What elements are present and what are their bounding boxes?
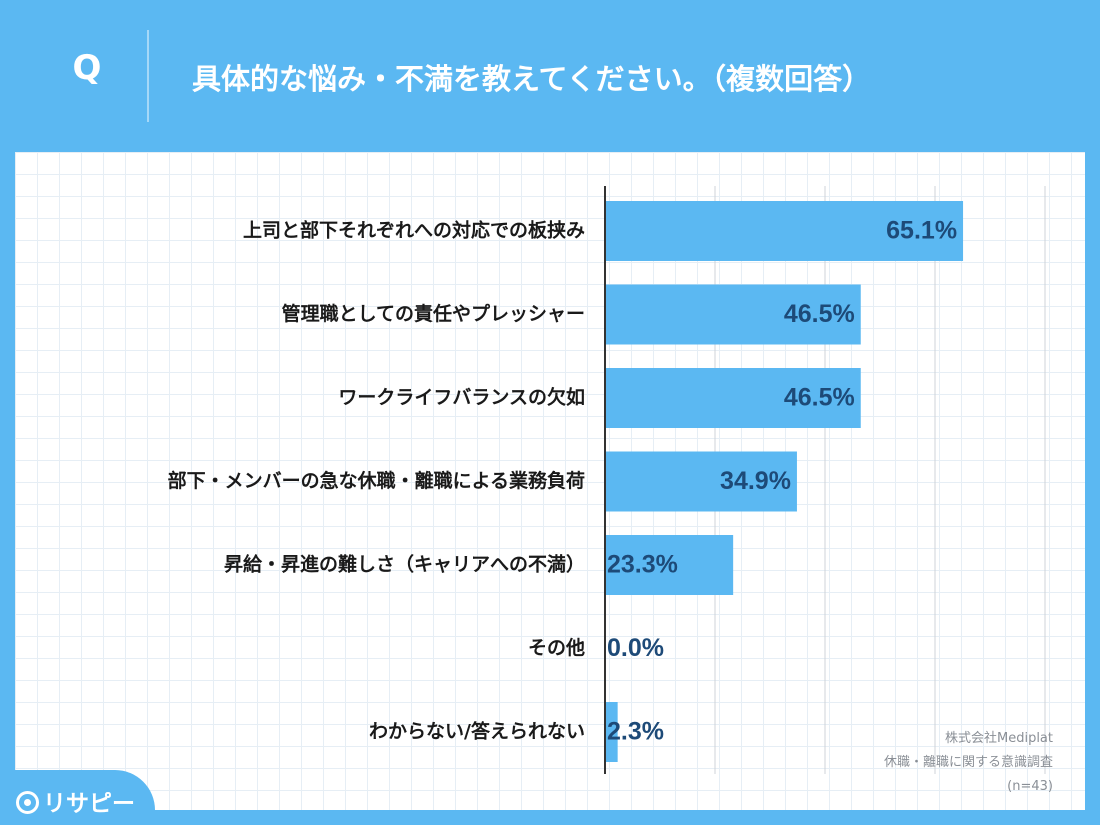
bar (605, 368, 861, 428)
source-sample: (n=43) (1007, 779, 1053, 794)
q-mark: Q (72, 48, 102, 88)
category-label: 部下・メンバーの急な休職・離職による業務負荷 (168, 469, 585, 492)
source-company: 株式会社Mediplat (944, 731, 1053, 746)
pin-icon (16, 791, 39, 814)
category-label: ワークライフバランスの欠如 (338, 386, 585, 409)
chart-panel: 上司と部下それぞれへの対応での板挟み 65.1% 管理職としての責任やプレッシャー 4… (15, 152, 1085, 810)
value-label: 34.9% (720, 467, 791, 495)
category-label: その他 (528, 636, 585, 659)
bar (605, 284, 861, 345)
source-note: 株式会社Mediplat 休職・離職に関する意識調査 (n=43) (884, 727, 1053, 799)
question-text: 具体的な悩み・不満を教えてください。（複数回答） (192, 62, 872, 96)
category-label: わからない/答えられない (369, 720, 585, 743)
header-divider (147, 30, 149, 122)
value-label: 46.5% (784, 384, 855, 412)
value-label: 65.1% (886, 217, 957, 245)
category-label: 上司と部下それぞれへの対応での板挟み (243, 219, 585, 242)
value-label: 23.3% (607, 551, 678, 579)
source-survey: 休職・離職に関する意識調査 (883, 755, 1053, 770)
category-label: 昇給・昇進の難しさ（キャリアへの不満） (224, 553, 585, 576)
bar (605, 201, 964, 261)
category-label: 管理職としての責任やプレッシャー (282, 302, 585, 325)
bar (605, 702, 618, 762)
value-label: 0.0% (607, 634, 664, 662)
bar (605, 451, 797, 512)
logo-text: リサピー (43, 791, 135, 817)
brand-logo: リサピー (16, 784, 135, 818)
value-label: 46.5% (784, 300, 855, 328)
bar-chart: 上司と部下それぞれへの対応での板挟み 65.1% 管理職としての責任やプレッシャー 4… (168, 186, 1046, 774)
header: Q 具体的な悩み・不満を教えてください。（複数回答） (0, 0, 1100, 152)
logo-tab: リサピー (0, 770, 155, 825)
value-label: 2.3% (607, 718, 664, 746)
bar (605, 535, 734, 595)
